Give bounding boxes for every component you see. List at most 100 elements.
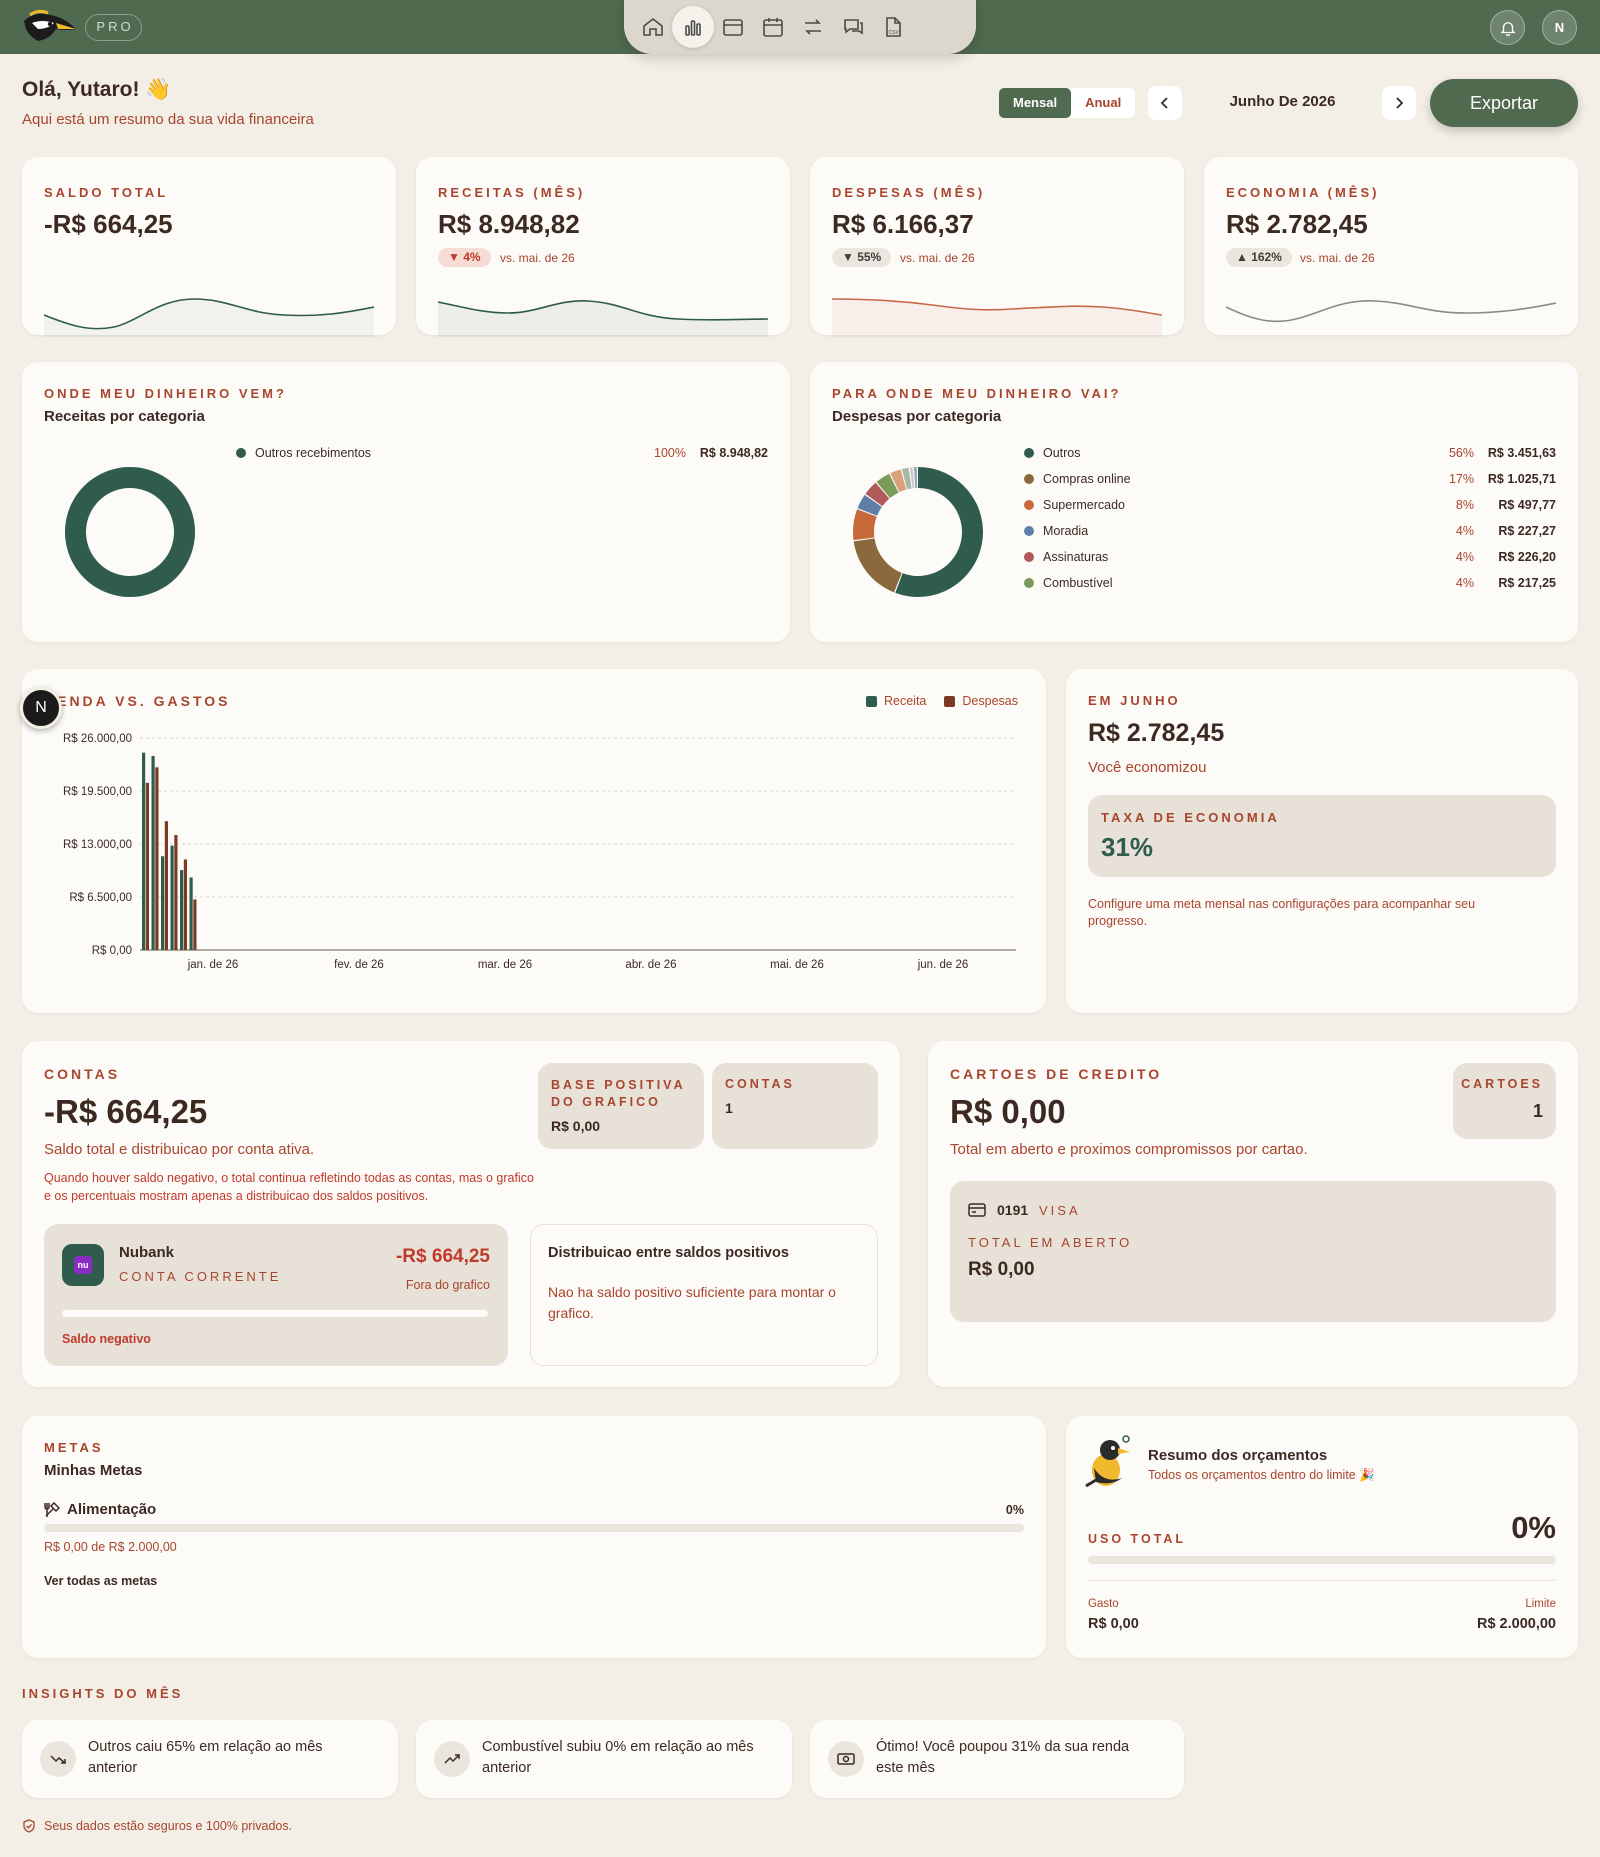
nav-wallet-button[interactable]	[712, 6, 754, 48]
y-tick-label: R$ 26.000,00	[63, 733, 132, 745]
credit-card-item[interactable]: 0191 VISA TOTAL EM ABERTO R$ 0,00	[950, 1181, 1556, 1322]
top-bar: PRO CSV N	[0, 0, 1600, 54]
legend-percent: 4%	[1455, 576, 1474, 590]
x-tick-label: mar. de 26	[478, 959, 532, 971]
kpi-change-badge: ▼ 4%	[438, 248, 491, 267]
donut-slice[interactable]	[857, 494, 882, 516]
period-yearly-button[interactable]: Anual	[1085, 95, 1122, 110]
kpi-label: SALDO TOTAL	[44, 185, 169, 200]
floating-avatar-button[interactable]: N	[20, 687, 62, 729]
legend-color-dot	[1024, 500, 1034, 510]
bar-despesas[interactable]	[183, 859, 187, 950]
june-eyebrow: EM JUNHO	[1088, 693, 1181, 708]
export-button[interactable]: Exportar	[1430, 79, 1578, 127]
legend-color-dot	[1024, 526, 1034, 536]
next-month-button[interactable]	[1382, 86, 1416, 120]
donut-slice[interactable]	[901, 467, 912, 490]
see-all-goals-link[interactable]: Ver todas as metas	[44, 1574, 158, 1588]
home-icon	[643, 17, 663, 36]
footer: Seus dados estão seguros e 100% privados…	[22, 1819, 292, 1833]
donut-slice[interactable]	[853, 509, 877, 541]
money-icon	[837, 1753, 855, 1765]
donut-slice[interactable]	[876, 473, 899, 499]
goals-eyebrow: METAS	[44, 1440, 104, 1455]
calendar-icon	[763, 18, 783, 37]
sparkline	[44, 298, 374, 337]
chevron-left-icon	[1160, 97, 1168, 109]
x-tick-label: jun. de 26	[917, 959, 969, 971]
legend-percent: 100%	[654, 446, 686, 460]
bar-receita[interactable]	[170, 845, 174, 950]
legend-label: Outros recebimentos	[255, 446, 372, 460]
donut-slice[interactable]	[895, 467, 983, 597]
accounts-count-value: 1	[725, 1100, 733, 1116]
legend-color-dot	[1024, 578, 1034, 588]
cards-total: R$ 0,00	[950, 1093, 1066, 1130]
bar-receita[interactable]	[189, 877, 193, 950]
card-open-value: R$ 0,00	[968, 1259, 1035, 1280]
insight-icon-wrap	[828, 1741, 864, 1777]
bar-receita[interactable]	[180, 870, 184, 950]
legend-percent: 8%	[1455, 498, 1474, 512]
insight-card[interactable]: Outros caiu 65% em relação ao mês anteri…	[22, 1720, 398, 1798]
goal-hint-text: Configure uma meta mensal nas configuraç…	[1088, 897, 1476, 928]
accounts-total: -R$ 664,25	[44, 1093, 208, 1130]
account-balance: -R$ 664,25	[395, 1246, 490, 1267]
goal-detail: R$ 0,00 de R$ 2.000,00	[44, 1540, 177, 1554]
income-category-card: ONDE MEU DINHEIRO VEM? Receitas por cate…	[22, 362, 790, 642]
usage-label: USO TOTAL	[1088, 1532, 1187, 1546]
insight-text: Combustível subiu 0% em relação ao mês a…	[482, 1739, 754, 1776]
nav-transfer-button[interactable]	[792, 6, 834, 48]
nav-home-button[interactable]	[632, 6, 674, 48]
donut-slice[interactable]	[853, 538, 902, 593]
x-tick-label: jan. de 26	[187, 959, 239, 971]
legend-color-dot	[1024, 474, 1034, 484]
distribution-empty-text: Nao ha saldo positivo suficiente para mo…	[548, 1284, 836, 1321]
bar-despesas[interactable]	[155, 767, 159, 950]
donut-slice[interactable]	[65, 467, 196, 597]
kpi-value: -R$ 664,25	[44, 209, 173, 239]
bar-despesas[interactable]	[164, 821, 168, 950]
kpi-value: R$ 8.948,82	[438, 209, 580, 239]
nav-dashboard-button[interactable]	[672, 6, 714, 48]
user-avatar[interactable]: N	[1542, 10, 1577, 45]
kpi-change-badge: ▼ 55%	[832, 248, 892, 267]
goal-percent: 0%	[1005, 1503, 1024, 1517]
bar-despesas[interactable]	[145, 782, 149, 950]
bar-receita[interactable]	[142, 752, 146, 950]
bar-receita[interactable]	[151, 755, 155, 950]
kpi-card-saldo: SALDO TOTAL -R$ 664,25	[22, 157, 396, 337]
notifications-button[interactable]	[1490, 10, 1525, 45]
donut-slice[interactable]	[909, 467, 915, 489]
income-donut-chart	[65, 467, 196, 597]
bar-receita[interactable]	[161, 856, 165, 950]
nav-csv-button[interactable]: CSV	[872, 6, 914, 48]
bar-despesas[interactable]	[174, 835, 178, 950]
donut-slice[interactable]	[913, 467, 918, 489]
account-name: Nubank	[119, 1244, 175, 1261]
spent-label: Gasto	[1088, 1598, 1119, 1610]
account-share-bar	[62, 1310, 488, 1317]
account-item-nubank[interactable]: nu Nubank CONTA CORRENTE -R$ 664,25 Fora…	[44, 1224, 508, 1366]
legend-value: R$ 227,27	[1498, 524, 1556, 538]
budget-title: Resumo dos orçamentos	[1148, 1447, 1328, 1464]
kpi-comparison: vs. mai. de 26	[500, 251, 575, 265]
prev-month-button[interactable]	[1148, 86, 1182, 120]
nav-chat-button[interactable]	[832, 6, 874, 48]
kpi-change-badge: ▲ 162%	[1226, 248, 1292, 267]
donut-slice[interactable]	[865, 482, 890, 507]
legend-percent: 17%	[1448, 472, 1474, 486]
nav-calendar-button[interactable]	[752, 6, 794, 48]
kpi-label: RECEITAS (MÊS)	[438, 185, 586, 200]
legend-color-dot	[1024, 448, 1034, 458]
bar-despesas[interactable]	[193, 899, 197, 950]
insight-card[interactable]: Ótimo! Você poupou 31% da sua renda este…	[810, 1720, 1184, 1798]
donut-slice[interactable]	[890, 469, 907, 493]
insight-card[interactable]: Combustível subiu 0% em relação ao mês a…	[416, 1720, 792, 1798]
bird-logo-icon[interactable]	[20, 7, 78, 47]
expense-legend-item: Outros	[1024, 446, 1081, 460]
goal-name[interactable]: Alimentação	[67, 1501, 157, 1518]
income-title: Receitas por categoria	[44, 408, 205, 425]
x-tick-label: abr. de 26	[625, 959, 676, 971]
period-monthly-button[interactable]: Mensal	[999, 88, 1072, 118]
